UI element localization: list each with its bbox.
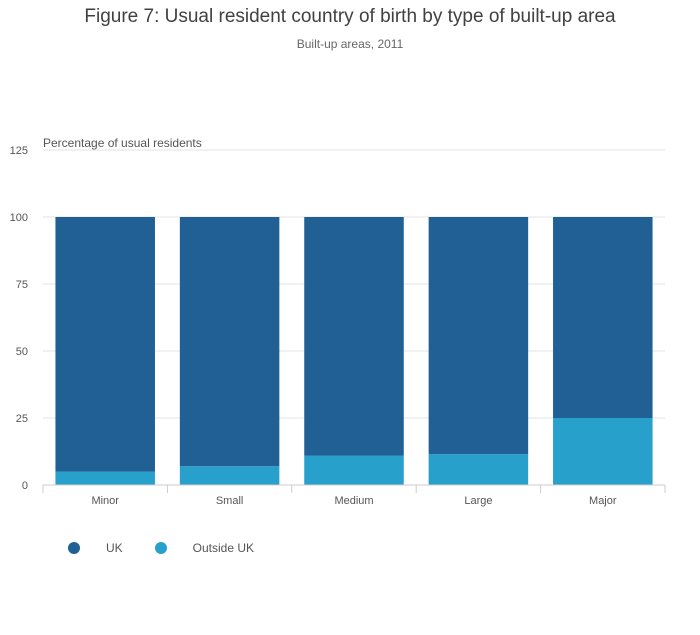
x-tick-label: Small	[216, 495, 244, 507]
chart-subtitle: Built-up areas, 2011	[296, 37, 404, 51]
chart-title: Figure 7: Usual resident country of birt…	[84, 6, 616, 27]
bar-medium-outside-uk[interactable]	[304, 455, 404, 485]
x-tick-label: Major	[589, 495, 617, 507]
y-tick-label: 75	[16, 279, 28, 291]
bar-large-outside-uk[interactable]	[428, 454, 529, 485]
bar-large-uk[interactable]	[428, 217, 529, 455]
bar-medium-uk[interactable]	[304, 217, 404, 456]
bar-small-outside-uk[interactable]	[179, 466, 280, 485]
bar-major-uk[interactable]	[553, 217, 653, 418]
bar-major-outside-uk[interactable]	[553, 418, 653, 485]
y-tick-label: 100	[10, 212, 28, 224]
x-tick-label: Minor	[91, 495, 119, 507]
axes: 0 25 50 75 100 125 Minor Small Medium Large Major	[10, 145, 666, 507]
legend-marker-outside-uk	[154, 542, 167, 554]
legend: UK Outside UK	[68, 541, 286, 555]
bar-minor-uk[interactable]	[55, 217, 155, 472]
bars	[55, 217, 653, 485]
legend-item-outside-uk[interactable]: Outside UK	[154, 541, 255, 555]
bar-minor-outside-uk[interactable]	[55, 471, 155, 485]
legend-label-outside-uk: Outside UK	[192, 541, 255, 555]
y-tick-label: 50	[16, 346, 28, 358]
y-tick-label: 25	[16, 413, 28, 425]
legend-item-uk[interactable]: UK	[68, 541, 123, 555]
x-tick-label: Medium	[334, 495, 373, 507]
bar-small-uk[interactable]	[179, 217, 280, 467]
y-axis-title: Percentage of usual residents	[43, 136, 202, 150]
legend-label-uk: UK	[106, 541, 123, 555]
y-tick-label: 0	[22, 480, 28, 492]
y-tick-label: 125	[10, 145, 28, 157]
legend-marker-uk	[68, 542, 80, 554]
x-tick-label: Large	[464, 495, 492, 507]
